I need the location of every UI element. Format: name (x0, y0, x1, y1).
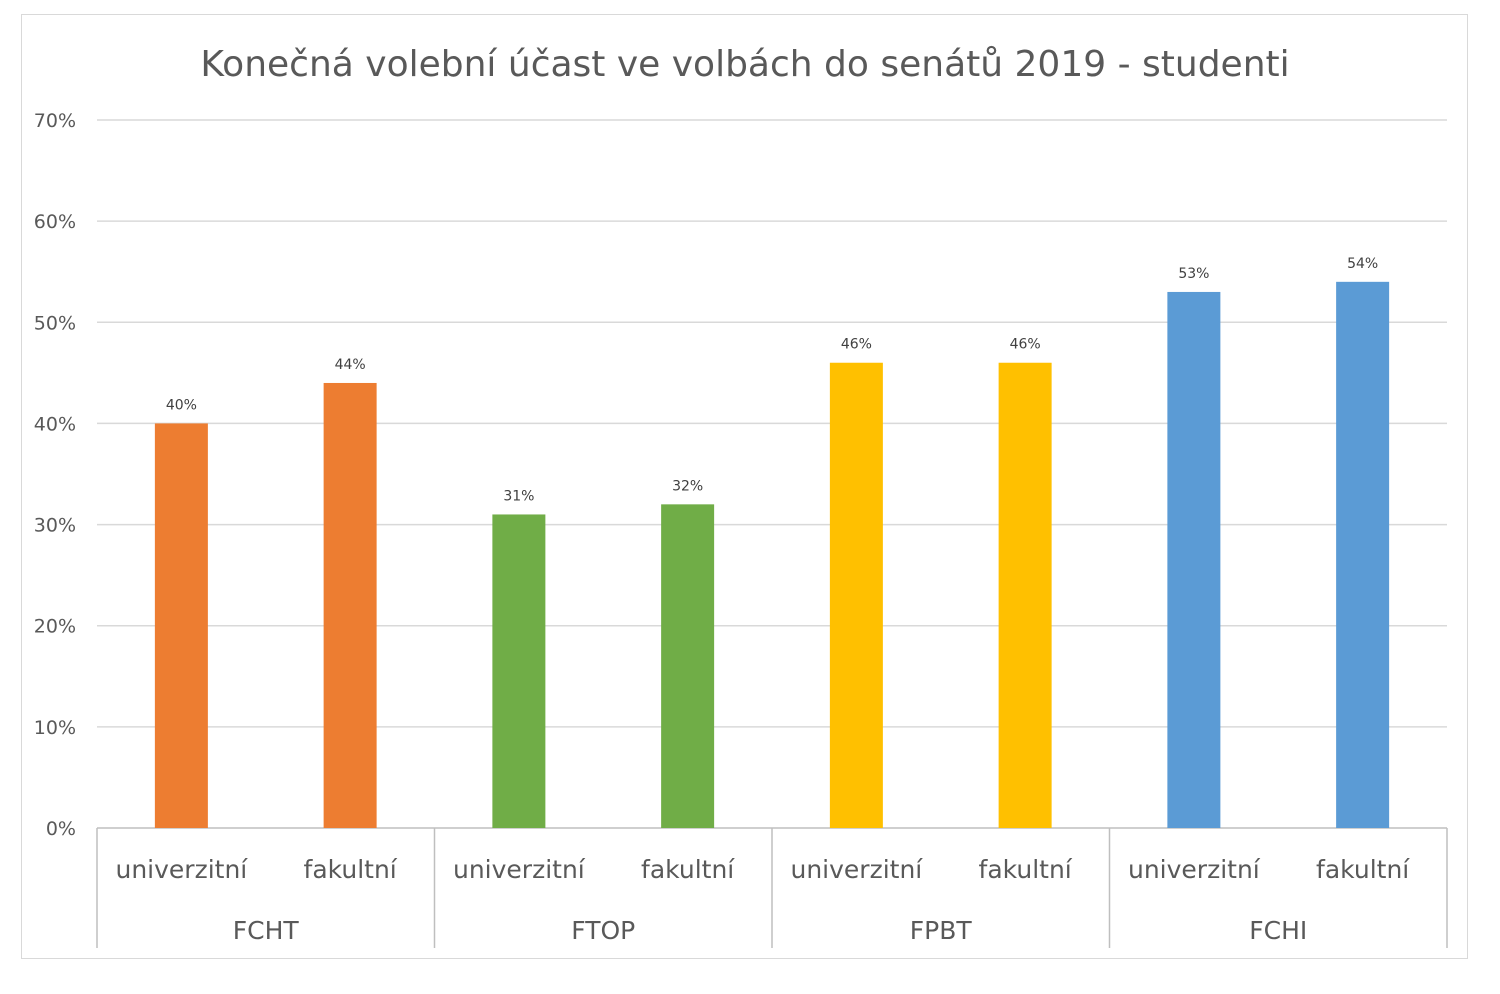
data-label: 53% (1178, 266, 1209, 282)
y-tick-label: 20% (34, 616, 76, 638)
y-tick-label: 70% (34, 110, 76, 132)
chart-title: Konečná volební účast ve volbách do sená… (200, 44, 1290, 85)
x-tick-label: univerzitní (790, 855, 923, 884)
x-tick-label: univerzitní (1128, 855, 1261, 884)
group-label: FCHI (1249, 916, 1307, 945)
bar (1336, 281, 1390, 828)
group-label: FCHT (233, 916, 300, 945)
y-tick-label: 60% (34, 211, 76, 233)
bar (661, 504, 715, 828)
data-label: 44% (335, 357, 366, 373)
data-label: 31% (503, 488, 534, 504)
y-tick-label: 30% (34, 515, 76, 537)
bar (998, 362, 1052, 828)
data-label: 46% (841, 337, 872, 353)
y-tick-label: 40% (34, 413, 76, 435)
data-label: 46% (1010, 337, 1041, 353)
bar (323, 382, 377, 828)
x-tick-label: fakultní (641, 855, 735, 884)
x-tick-label: fakultní (1316, 855, 1410, 884)
group-label: FTOP (571, 916, 635, 945)
bar (492, 514, 546, 828)
bar (829, 362, 883, 828)
group-label: FPBT (910, 916, 973, 945)
x-tick-label: fakultní (304, 855, 398, 884)
y-tick-label: 50% (34, 312, 76, 334)
x-tick-label: univerzitní (115, 855, 248, 884)
x-tick-label: fakultní (979, 855, 1073, 884)
chart-frame (21, 14, 1468, 959)
bar (154, 423, 208, 828)
data-label: 40% (166, 397, 197, 413)
data-label: 32% (672, 478, 703, 494)
x-tick-label: univerzitní (453, 855, 586, 884)
y-tick-label: 10% (34, 717, 76, 739)
data-label: 54% (1347, 256, 1378, 272)
bar (1167, 291, 1221, 828)
y-tick-label: 0% (46, 818, 76, 840)
